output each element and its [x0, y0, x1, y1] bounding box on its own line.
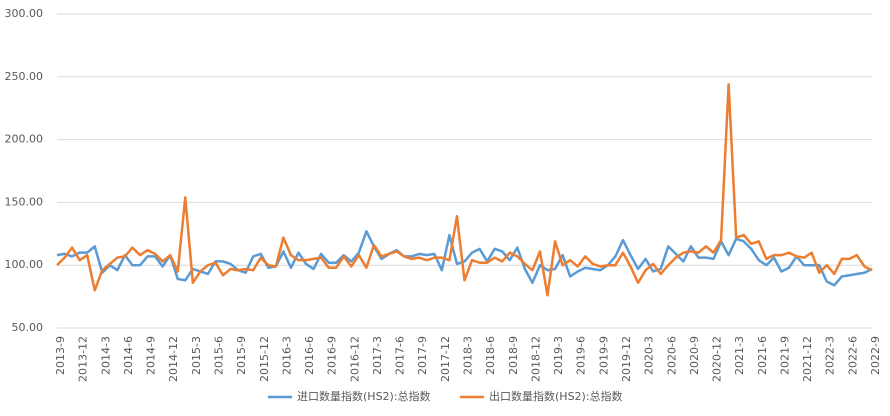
x-tick-label: 2021-3: [733, 336, 746, 375]
x-tick-label: 2013-12: [77, 336, 90, 382]
x-tick-label: 2015-3: [190, 336, 203, 375]
y-tick-label: 100.00: [5, 258, 44, 271]
x-tick-label: 2016-12: [348, 336, 361, 382]
x-tick-label: 2018-3: [462, 336, 475, 375]
x-tick-label: 2014-9: [145, 336, 158, 375]
x-tick-label: 2017-9: [416, 336, 429, 375]
x-tick-label: 2016-3: [280, 336, 293, 375]
x-tick-label: 2014-3: [99, 336, 112, 375]
x-tick-label: 2018-6: [484, 336, 497, 375]
x-tick-label: 2022-3: [824, 336, 837, 375]
x-tick-label: 2022-6: [846, 336, 859, 375]
x-tick-label: 2019-9: [597, 336, 610, 375]
x-tick-label: 2014-12: [167, 336, 180, 382]
x-tick-label: 2015-6: [212, 336, 225, 375]
y-tick-label: 50.00: [12, 321, 44, 334]
x-tick-label: 2017-12: [439, 336, 452, 382]
y-tick-label: 200.00: [5, 133, 44, 146]
x-tick-label: 2013-9: [54, 336, 67, 375]
y-tick-label: 150.00: [5, 195, 44, 208]
y-tick-label: 300.00: [5, 7, 44, 20]
x-tick-label: 2015-9: [235, 336, 248, 375]
x-tick-label: 2017-3: [371, 336, 384, 375]
x-tick-label: 2021-9: [778, 336, 791, 375]
y-tick-label: 250.00: [5, 70, 44, 83]
legend-label: 进口数量指数(HS2):总指数: [297, 389, 431, 403]
x-tick-label: 2018-12: [529, 336, 542, 382]
x-tick-label: 2021-12: [801, 336, 814, 382]
x-tick-label: 2016-9: [326, 336, 339, 375]
x-tick-label: 2018-9: [507, 336, 520, 375]
x-tick-label: 2017-6: [394, 336, 407, 375]
series-line: [56, 83, 873, 297]
x-tick-label: 2019-6: [575, 336, 588, 375]
x-tick-label: 2014-6: [122, 336, 135, 375]
x-tick-label: 2015-12: [258, 336, 271, 382]
legend-label: 出口数量指数(HS2):总指数: [489, 389, 623, 403]
x-tick-label: 2021-6: [756, 336, 769, 375]
x-tick-label: 2019-12: [620, 336, 633, 382]
x-tick-label: 2020-9: [688, 336, 701, 375]
x-tick-label: 2020-6: [665, 336, 678, 375]
x-tick-label: 2016-6: [303, 336, 316, 375]
x-tick-label: 2020-3: [643, 336, 656, 375]
x-tick-label: 2020-12: [711, 336, 724, 382]
x-tick-label: 2019-3: [552, 336, 565, 375]
x-tick-label: 2022-9: [869, 336, 882, 375]
